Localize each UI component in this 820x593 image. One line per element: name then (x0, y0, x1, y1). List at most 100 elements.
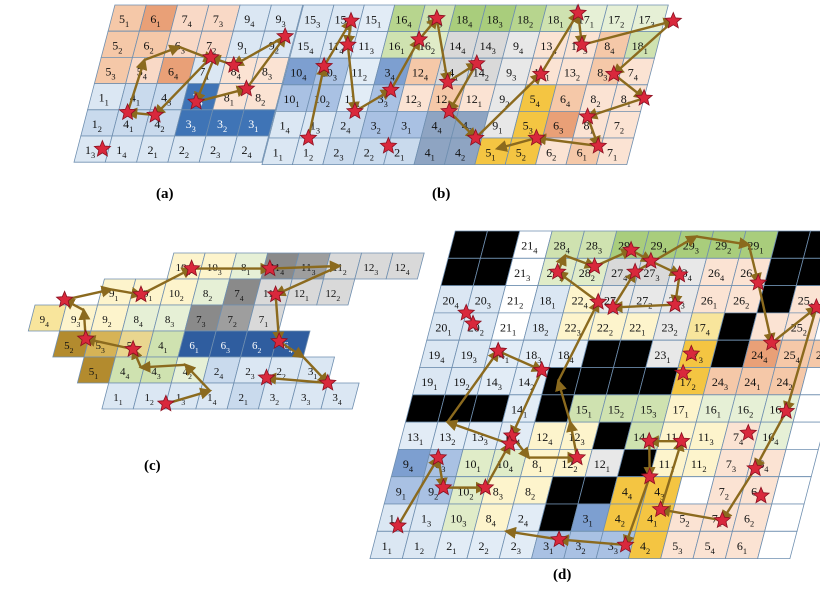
waypoint-star-icon (777, 401, 796, 419)
path-arrow (446, 349, 500, 423)
waypoint-star-icon (427, 8, 446, 27)
cell-label: 42 (154, 117, 164, 134)
waypoint-star-icon (622, 240, 641, 258)
cell-label: 12 (92, 117, 102, 134)
cell-label: 72 (227, 314, 237, 329)
cell-label: 34 (385, 66, 396, 83)
waypoint-star-icon (589, 136, 608, 154)
cell-label: 92 (428, 484, 438, 501)
path-arrow (585, 96, 645, 120)
cell-label: 82 (525, 484, 535, 501)
cell-label: 33 (186, 117, 196, 134)
cell-label: 62 (144, 38, 154, 55)
cell-label: 32 (217, 117, 227, 134)
path-arrow (503, 526, 560, 541)
waypoint-star-icon (616, 535, 635, 553)
cell-label: 53 (95, 340, 105, 355)
cell-label: 11 (113, 392, 123, 407)
waypoint-star-icon (500, 434, 519, 452)
cell-label: 93 (71, 314, 81, 329)
waypoint-star-icon (132, 285, 151, 303)
cell-label: 83 (262, 65, 272, 82)
cell-label: 12 (303, 145, 313, 162)
cell-label: 52 (679, 512, 689, 529)
path-arrow (264, 372, 328, 385)
waypoint-star-icon (489, 341, 508, 359)
waypoint-star-icon (146, 105, 165, 123)
grid-cell (795, 257, 820, 287)
cell-label: 44 (622, 484, 633, 501)
waypoint-star-icon (438, 72, 457, 90)
cell-label: 63 (221, 340, 231, 355)
cell-label: 53 (105, 65, 115, 82)
cell-label: 52 (112, 38, 122, 55)
waypoint-star-icon (625, 262, 645, 280)
waypoint-star-icon (672, 431, 691, 449)
waypoint-star-icon (156, 394, 175, 412)
waypoint-star-icon (746, 458, 765, 477)
waypoint-star-icon (315, 56, 334, 74)
waypoint-star-icon (604, 64, 623, 82)
grid-cell (799, 367, 820, 396)
path-arrow (658, 505, 723, 522)
cell-label: 91 (109, 288, 119, 303)
cell-label: 13 (421, 512, 431, 529)
cell-label: 54 (137, 65, 148, 82)
waypoint-star-icon (713, 510, 732, 529)
path-arrow (183, 363, 211, 392)
cell-label: 11 (273, 145, 283, 162)
cell-label: 84 (486, 512, 497, 529)
cell-label: 74 (182, 12, 193, 29)
cell-label: 31 (583, 512, 593, 529)
waypoint-star-icon (807, 297, 820, 316)
cell-label: 62 (546, 145, 556, 162)
cell-label: 253 (816, 348, 820, 365)
cell-label: 21 (238, 392, 248, 407)
waypoint-star-icon (664, 11, 683, 29)
cell-label: 61 (577, 145, 587, 162)
path-arrow (613, 73, 646, 100)
cell-label: 93 (506, 66, 516, 83)
waypoint-star-icon (527, 128, 546, 146)
cell-label: 11 (382, 539, 392, 556)
waypoint-star-icon (124, 339, 143, 357)
cell-label: 51 (485, 145, 495, 162)
cell-label: 61 (150, 12, 160, 29)
path-arrow (323, 18, 353, 67)
caption-b: (b) (432, 186, 451, 202)
waypoint-star-icon (568, 448, 587, 466)
cell-label: 22 (364, 145, 374, 162)
waypoint-star-icon (55, 290, 74, 308)
path-arrow (195, 85, 249, 104)
path-arrow (143, 44, 182, 62)
cell-label: 33 (378, 92, 388, 109)
cell-label: 21 (446, 539, 456, 556)
panel-b-grid: 1531521511641631841831821811711721731541… (261, 3, 683, 166)
waypoint-star-icon (466, 128, 485, 146)
cell-label: 81 (532, 457, 542, 474)
path-arrow (231, 35, 286, 67)
waypoint-star-icon (635, 88, 654, 106)
waypoint-star-icon (410, 30, 429, 48)
waypoint-star-icon (224, 55, 243, 73)
cell-label: 73 (196, 314, 206, 329)
cell-label: 23 (210, 143, 220, 160)
cell-label: 32 (371, 119, 381, 136)
waypoint-star-icon (338, 35, 357, 53)
cell-label: 14 (279, 119, 290, 136)
waypoint-star-icon (182, 259, 201, 277)
path-arrow (754, 410, 788, 471)
cell-label: 42 (615, 512, 625, 529)
cell-label: 64 (168, 65, 179, 82)
cell-label: 44 (431, 119, 442, 136)
path-arrow (757, 282, 776, 346)
waypoint-star-icon (578, 107, 597, 125)
cell-label: 31 (401, 119, 411, 136)
cell-label: 12 (145, 392, 155, 407)
waypoint-star-icon (640, 467, 659, 485)
waypoint-star-icon (651, 499, 670, 518)
cell-label: 41 (158, 340, 168, 355)
waypoint-star-icon (467, 53, 486, 72)
cell-label: 23 (511, 539, 521, 556)
cell-label: 24 (340, 119, 351, 136)
